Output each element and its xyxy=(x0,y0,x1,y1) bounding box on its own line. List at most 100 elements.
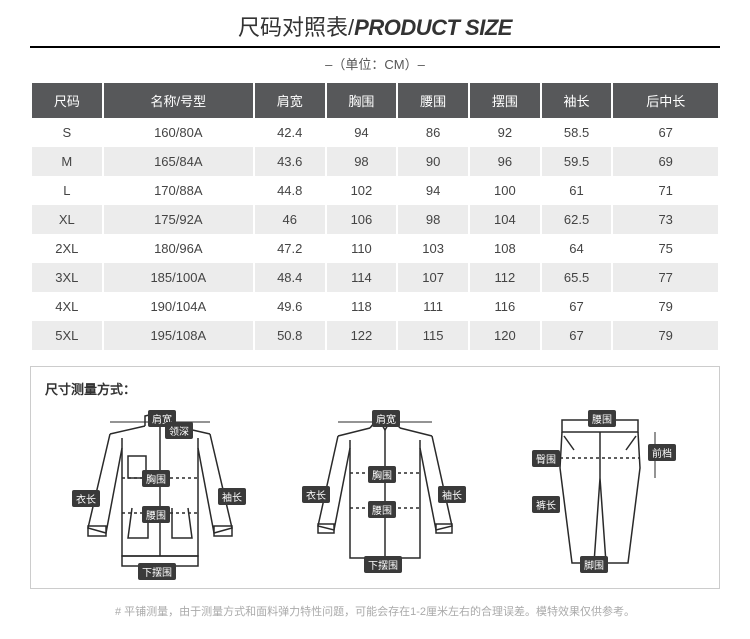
table-cell: 116 xyxy=(470,292,540,321)
table-cell: 170/88A xyxy=(104,176,253,205)
measurement-box: 尺寸测量方式： xyxy=(30,366,720,589)
title-en: PRODUCT SIZE xyxy=(354,15,512,40)
table-cell: 64 xyxy=(542,234,612,263)
table-cell: 175/92A xyxy=(104,205,253,234)
table-cell: 98 xyxy=(398,205,468,234)
table-cell: 112 xyxy=(470,263,540,292)
tag: 胸围 xyxy=(142,470,170,487)
table-cell: 107 xyxy=(398,263,468,292)
table-cell: 79 xyxy=(613,292,718,321)
tag: 胸围 xyxy=(368,466,396,483)
table-cell: 100 xyxy=(470,176,540,205)
table-cell: XL xyxy=(32,205,102,234)
table-row: 2XL180/96A47.21101031086475 xyxy=(32,234,718,263)
col-header: 名称/号型 xyxy=(104,83,253,118)
table-cell: 94 xyxy=(398,176,468,205)
table-cell: 62.5 xyxy=(542,205,612,234)
tag: 领深 xyxy=(165,422,193,439)
table-cell: 3XL xyxy=(32,263,102,292)
tag: 裤长 xyxy=(532,496,560,513)
size-table: 尺码 名称/号型 肩宽 胸围 腰围 摆围 袖长 后中长 S160/80A42.4… xyxy=(30,83,720,350)
tag: 腰围 xyxy=(368,501,396,518)
col-header: 腰围 xyxy=(398,83,468,118)
tag: 前档 xyxy=(648,444,676,461)
table-cell: 2XL xyxy=(32,234,102,263)
tag: 下摆围 xyxy=(138,563,176,580)
table-cell: 96 xyxy=(470,147,540,176)
table-cell: 65.5 xyxy=(542,263,612,292)
table-cell: 4XL xyxy=(32,292,102,321)
table-row: 3XL185/100A48.411410711265.577 xyxy=(32,263,718,292)
table-cell: 115 xyxy=(398,321,468,350)
table-cell: 118 xyxy=(327,292,397,321)
measurement-title: 尺寸测量方式： xyxy=(45,379,705,398)
table-cell: 110 xyxy=(327,234,397,263)
table-cell: 44.8 xyxy=(255,176,325,205)
col-header: 肩宽 xyxy=(255,83,325,118)
table-cell: 180/96A xyxy=(104,234,253,263)
table-cell: 50.8 xyxy=(255,321,325,350)
tag: 衣长 xyxy=(302,486,330,503)
table-cell: 48.4 xyxy=(255,263,325,292)
table-cell: 160/80A xyxy=(104,118,253,147)
table-cell: 86 xyxy=(398,118,468,147)
table-row: S160/80A42.494869258.567 xyxy=(32,118,718,147)
title-cn: 尺码对照表/ xyxy=(238,15,354,40)
table-cell: M xyxy=(32,147,102,176)
table-cell: 195/108A xyxy=(104,321,253,350)
table-row: 4XL190/104A49.61181111166779 xyxy=(32,292,718,321)
col-header: 胸围 xyxy=(327,83,397,118)
table-cell: 104 xyxy=(470,205,540,234)
page-title: 尺码对照表/PRODUCT SIZE xyxy=(30,10,720,48)
tag: 下摆围 xyxy=(364,556,402,573)
col-header: 摆围 xyxy=(470,83,540,118)
table-cell: 165/84A xyxy=(104,147,253,176)
table-cell: 90 xyxy=(398,147,468,176)
table-cell: 46 xyxy=(255,205,325,234)
table-cell: 103 xyxy=(398,234,468,263)
tag: 肩宽 xyxy=(372,410,400,427)
tag: 腰围 xyxy=(588,410,616,427)
table-cell: 67 xyxy=(613,118,718,147)
table-row: L170/88A44.8102941006171 xyxy=(32,176,718,205)
table-cell: 75 xyxy=(613,234,718,263)
table-header-row: 尺码 名称/号型 肩宽 胸围 腰围 摆围 袖长 后中长 xyxy=(32,83,718,118)
footnote: # 平铺测量，由于测量方式和面料弹力特性问题，可能会存在1-2厘米左右的合理误差… xyxy=(30,603,720,619)
table-cell: 185/100A xyxy=(104,263,253,292)
table-cell: S xyxy=(32,118,102,147)
table-cell: 42.4 xyxy=(255,118,325,147)
table-cell: 114 xyxy=(327,263,397,292)
table-cell: 79 xyxy=(613,321,718,350)
table-cell: 61 xyxy=(542,176,612,205)
jacket-diagram: 肩宽 领深 胸围 衣长 腰围 袖长 下摆围 xyxy=(60,408,260,578)
unit-label: –（单位：CM）– xyxy=(30,54,720,73)
table-cell: 92 xyxy=(470,118,540,147)
table-cell: 47.2 xyxy=(255,234,325,263)
tag: 袖长 xyxy=(218,488,246,505)
table-cell: 67 xyxy=(542,321,612,350)
table-cell: 71 xyxy=(613,176,718,205)
table-cell: 58.5 xyxy=(542,118,612,147)
table-cell: 69 xyxy=(613,147,718,176)
table-cell: 122 xyxy=(327,321,397,350)
tag: 脚围 xyxy=(580,556,608,573)
table-cell: 108 xyxy=(470,234,540,263)
shirt-diagram: 肩宽 胸围 衣长 腰围 袖长 下摆围 xyxy=(290,408,480,578)
table-cell: 106 xyxy=(327,205,397,234)
table-row: M165/84A43.698909659.569 xyxy=(32,147,718,176)
table-cell: 98 xyxy=(327,147,397,176)
table-cell: 102 xyxy=(327,176,397,205)
table-cell: 94 xyxy=(327,118,397,147)
table-cell: 111 xyxy=(398,292,468,321)
table-cell: 5XL xyxy=(32,321,102,350)
col-header: 袖长 xyxy=(542,83,612,118)
table-cell: 73 xyxy=(613,205,718,234)
col-header: 后中长 xyxy=(613,83,718,118)
table-cell: 120 xyxy=(470,321,540,350)
table-cell: 77 xyxy=(613,263,718,292)
tag: 臀围 xyxy=(532,450,560,467)
tag: 袖长 xyxy=(438,486,466,503)
pants-diagram: 腰围 臀围 前档 裤长 脚围 xyxy=(510,408,690,578)
table-row: 5XL195/108A50.81221151206779 xyxy=(32,321,718,350)
table-cell: 190/104A xyxy=(104,292,253,321)
